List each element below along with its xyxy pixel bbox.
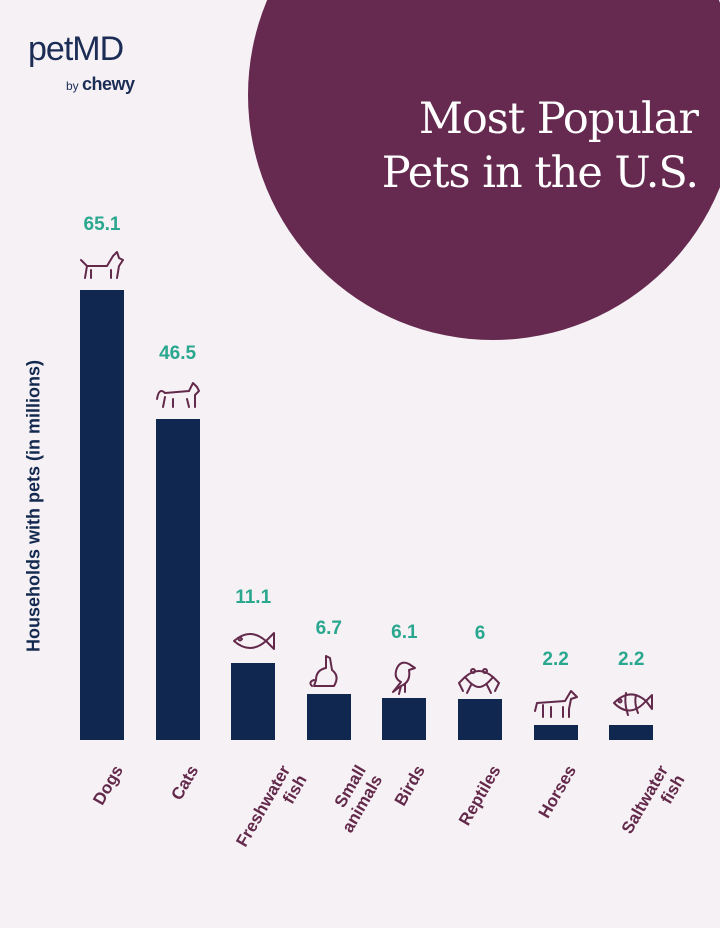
category-label-line: Birds xyxy=(390,762,429,810)
category-label-line: Cats xyxy=(167,762,203,804)
category-label-line: Horses xyxy=(534,762,581,822)
bar-0 xyxy=(80,290,124,740)
dog-icon xyxy=(77,248,127,288)
logo-byline: by chewy xyxy=(66,74,135,95)
category-label-0: Dogs xyxy=(89,762,127,808)
chart-title: Most Popular Pets in the U.S. xyxy=(381,92,699,200)
frog-icon xyxy=(455,657,505,697)
category-label-4: Birds xyxy=(391,762,429,809)
bar-1 xyxy=(155,418,200,740)
bar-7 xyxy=(609,724,654,740)
category-label-1: Cats xyxy=(167,762,202,803)
bar-3 xyxy=(306,693,351,740)
value-label-5: 6 xyxy=(474,622,486,644)
rabbit-icon xyxy=(304,652,354,692)
value-label-2: 11.1 xyxy=(235,587,272,609)
title-line-1: Most Popular xyxy=(418,94,699,144)
value-label-0: 65.1 xyxy=(83,214,121,235)
value-label-4: 6.1 xyxy=(391,621,418,643)
category-label-7: Saltwater fish xyxy=(617,762,688,846)
value-label-3: 6.7 xyxy=(315,617,342,639)
bar-5 xyxy=(458,698,502,740)
value-label-7: 2.2 xyxy=(617,648,645,670)
category-label-3: Small animals xyxy=(321,762,386,836)
tropical-fish-icon xyxy=(606,683,656,723)
logo-by: by xyxy=(66,79,79,93)
category-label-5: Reptiles xyxy=(455,762,505,829)
bar-2 xyxy=(231,663,276,740)
category-label-line: Reptiles xyxy=(454,762,505,829)
value-label-1: 46.5 xyxy=(159,342,197,364)
horse-icon xyxy=(531,683,581,723)
bird-icon xyxy=(379,656,429,696)
cat-icon xyxy=(153,377,203,417)
bar-4 xyxy=(382,697,427,740)
category-label-line: Dogs xyxy=(88,762,127,809)
fish-icon xyxy=(228,621,278,661)
petmd-logo: petMD by chewy xyxy=(28,30,135,94)
title-line-2: Pets in the U.S. xyxy=(381,148,699,198)
bar-6 xyxy=(533,724,578,740)
value-label-6: 2.2 xyxy=(542,648,569,670)
category-label-6: Horses xyxy=(535,762,580,821)
category-label-2: Freshwater fish xyxy=(232,762,310,860)
logo-parent: chewy xyxy=(82,74,135,94)
logo-brand: petMD xyxy=(28,30,124,68)
